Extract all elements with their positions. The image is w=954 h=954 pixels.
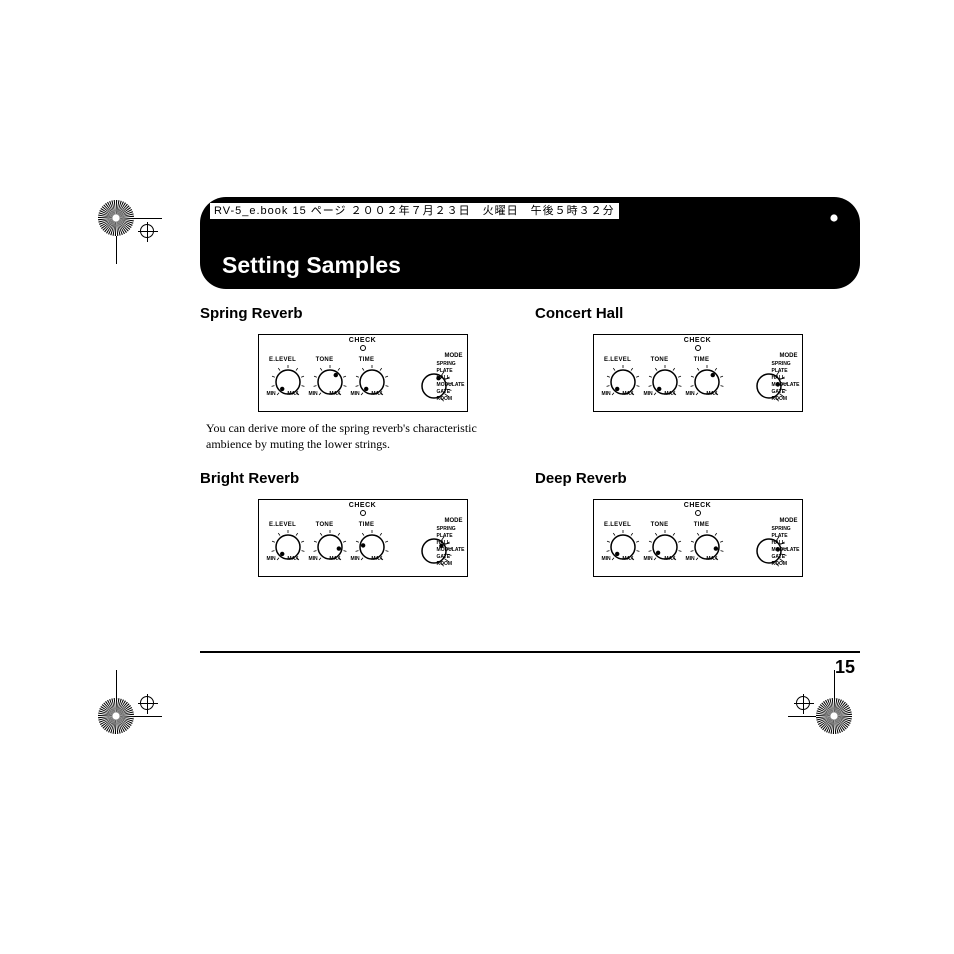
check-label: CHECK [259, 502, 467, 509]
knob-elevel: E.LEVEL MINMAX [598, 357, 638, 397]
knob-time: TIME MINMAX [347, 522, 387, 562]
page-title: Setting Samples [222, 252, 401, 279]
check-label: CHECK [594, 337, 802, 344]
check-led [360, 345, 366, 351]
settings-panel: CHECK E.LEVEL MINMAX TONE MINMAX TIME MI… [258, 499, 468, 577]
mode-selector: MODE SPRINGPLATEHALLMODULATEGATEROOM [760, 353, 800, 359]
knob-elevel: E.LEVEL MINMAX [263, 522, 303, 562]
sample-block: Concert Hall CHECK E.LEVEL MINMAX TONE M… [535, 305, 860, 452]
sample-block: Deep Reverb CHECK E.LEVEL MINMAX TONE MI… [535, 470, 860, 577]
content-area: Spring Reverb CHECK E.LEVEL MINMAX TONE … [200, 305, 860, 577]
page-number: 15 [835, 657, 855, 678]
check-led [360, 510, 366, 516]
settings-panel: CHECK E.LEVEL MINMAX TONE MINMAX TIME MI… [258, 334, 468, 412]
mode-selector: MODE SPRINGPLATEHALLMODULATEGATEROOM [760, 518, 800, 524]
footer-rule [200, 651, 860, 653]
crop-mark [86, 188, 146, 248]
knob-tone: TONE MINMAX [640, 357, 680, 397]
knob-tone: TONE MINMAX [305, 357, 345, 397]
settings-panel: CHECK E.LEVEL MINMAX TONE MINMAX TIME MI… [593, 499, 803, 577]
sample-description: You can derive more of the spring reverb… [200, 420, 525, 452]
knob-elevel: E.LEVEL MINMAX [263, 357, 303, 397]
crop-mark [804, 188, 864, 248]
knob-time: TIME MINMAX [682, 357, 722, 397]
document-page: RV-5_e.book 15 ページ ２００２年７月２３日 火曜日 午後５時３２… [95, 185, 859, 725]
check-label: CHECK [259, 337, 467, 344]
sample-block: Bright Reverb CHECK E.LEVEL MINMAX TONE … [200, 470, 525, 577]
knob-tone: TONE MINMAX [640, 522, 680, 562]
mode-selector: MODE SPRINGPLATEHALLMODULATEGATEROOM [425, 518, 465, 524]
knobs-row: E.LEVEL MINMAX TONE MINMAX TIME MINMAX [263, 522, 387, 562]
check-label: CHECK [594, 502, 802, 509]
knob-time: TIME MINMAX [682, 522, 722, 562]
sample-title: Spring Reverb [200, 305, 525, 322]
knob-time: TIME MINMAX [347, 357, 387, 397]
settings-panel: CHECK E.LEVEL MINMAX TONE MINMAX TIME MI… [593, 334, 803, 412]
header-bar: RV-5_e.book 15 ページ ２００２年７月２３日 火曜日 午後５時３２… [200, 197, 860, 289]
sample-title: Bright Reverb [200, 470, 525, 487]
knobs-row: E.LEVEL MINMAX TONE MINMAX TIME MINMAX [598, 357, 722, 397]
ebook-metadata-line: RV-5_e.book 15 ページ ２００２年７月２３日 火曜日 午後５時３２… [210, 203, 619, 219]
crop-mark [804, 686, 864, 746]
check-led [695, 345, 701, 351]
sample-block: Spring Reverb CHECK E.LEVEL MINMAX TONE … [200, 305, 525, 452]
crop-mark [86, 686, 146, 746]
knobs-row: E.LEVEL MINMAX TONE MINMAX TIME MINMAX [263, 357, 387, 397]
mode-selector: MODE SPRINGPLATEHALLMODULATEGATEROOM [425, 353, 465, 359]
sample-title: Concert Hall [535, 305, 860, 322]
sample-title: Deep Reverb [535, 470, 860, 487]
knob-tone: TONE MINMAX [305, 522, 345, 562]
knobs-row: E.LEVEL MINMAX TONE MINMAX TIME MINMAX [598, 522, 722, 562]
knob-elevel: E.LEVEL MINMAX [598, 522, 638, 562]
check-led [695, 510, 701, 516]
